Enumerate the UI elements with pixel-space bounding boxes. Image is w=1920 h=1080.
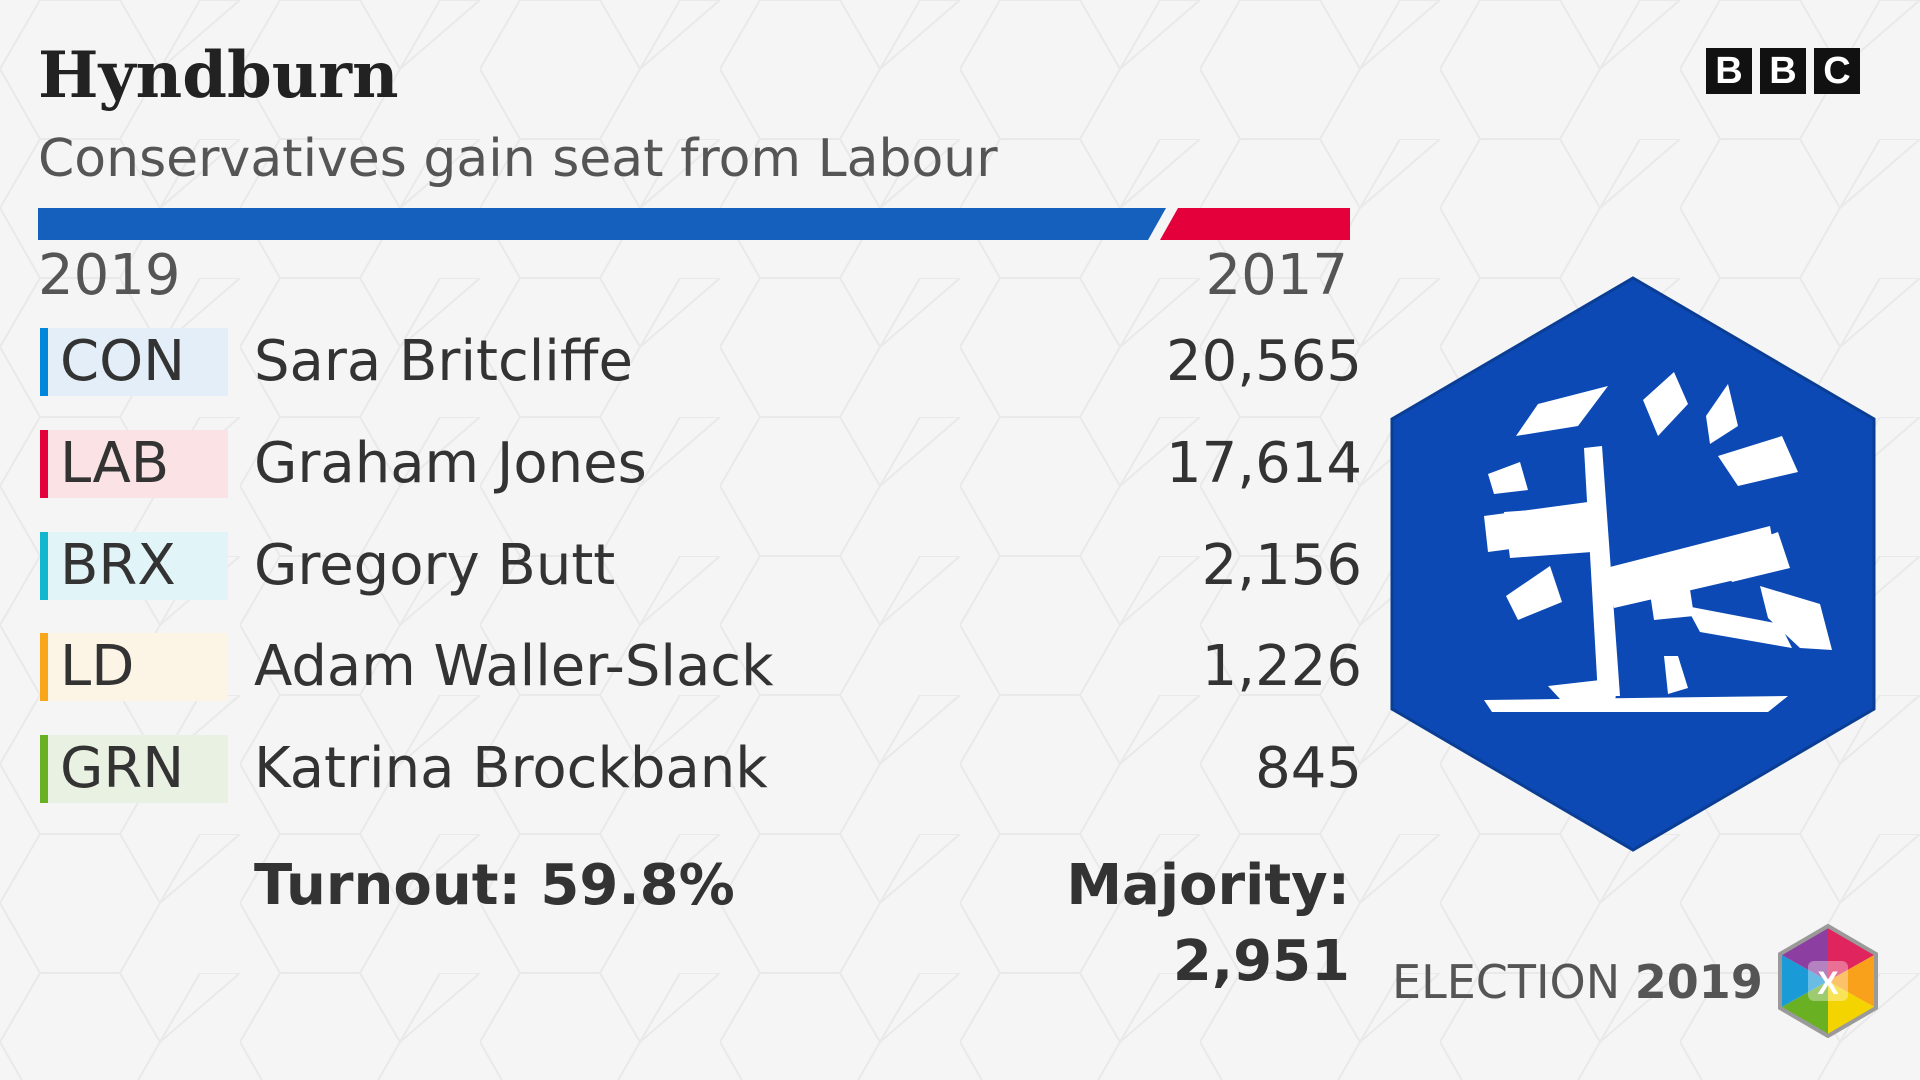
candidate-name: Adam Waller-Slack xyxy=(254,634,774,699)
x-ballot-icon: X xyxy=(1778,924,1878,1038)
vote-count: 20,565 xyxy=(1166,329,1362,394)
year-previous: 2017 xyxy=(1205,243,1348,308)
party-badge: BRX xyxy=(40,532,228,600)
turnout-label: Turnout: 59.8% xyxy=(254,853,735,918)
bbc-logo-letter: B xyxy=(1760,48,1806,94)
result-subtitle: Conservatives gain seat from Labour xyxy=(38,129,998,189)
bbc-logo-letter: B xyxy=(1706,48,1752,94)
bbc-logo-letter: C xyxy=(1814,48,1860,94)
candidate-name: Sara Britcliffe xyxy=(254,329,633,394)
result-row: LD Adam Waller-Slack 1,226 xyxy=(40,631,1362,703)
result-row: GRN Katrina Brockbank 845 xyxy=(40,733,1362,805)
party-badge: GRN xyxy=(40,735,228,803)
party-code: BRX xyxy=(60,533,176,598)
gain-bar-previous xyxy=(1160,208,1350,240)
result-row: LAB Graham Jones 17,614 xyxy=(40,428,1362,500)
bbc-logo: B B C xyxy=(1706,48,1860,94)
vote-count: 845 xyxy=(1255,736,1362,801)
conservative-tree-icon xyxy=(1390,276,1876,852)
party-code: CON xyxy=(60,329,186,394)
party-code: GRN xyxy=(60,736,185,801)
result-row: CON Sara Britcliffe 20,565 xyxy=(40,326,1362,398)
candidate-name: Graham Jones xyxy=(254,431,647,496)
page-title: Hyndburn xyxy=(38,38,399,113)
vote-count: 17,614 xyxy=(1166,431,1362,496)
svg-text:X: X xyxy=(1817,965,1839,1001)
gain-bar-winner xyxy=(38,208,1166,240)
party-badge: CON xyxy=(40,328,228,396)
party-badge: LAB xyxy=(40,430,228,498)
election-footer: ELECTION 2019 xyxy=(1392,952,1763,1012)
year-current: 2019 xyxy=(38,243,181,308)
vote-count: 1,226 xyxy=(1201,634,1362,699)
majority-label: Majority: 2,951 xyxy=(1066,853,1350,994)
election-year: 2019 xyxy=(1634,955,1763,1009)
party-badge: LD xyxy=(40,633,228,701)
election-label: ELECTION xyxy=(1392,955,1621,1009)
gain-bar xyxy=(38,208,1350,240)
result-row: BRX Gregory Butt 2,156 xyxy=(40,530,1362,602)
vote-count: 2,156 xyxy=(1201,533,1362,598)
party-code: LD xyxy=(60,634,135,699)
candidate-name: Gregory Butt xyxy=(254,533,616,598)
candidate-name: Katrina Brockbank xyxy=(254,736,768,801)
party-code: LAB xyxy=(60,431,170,496)
